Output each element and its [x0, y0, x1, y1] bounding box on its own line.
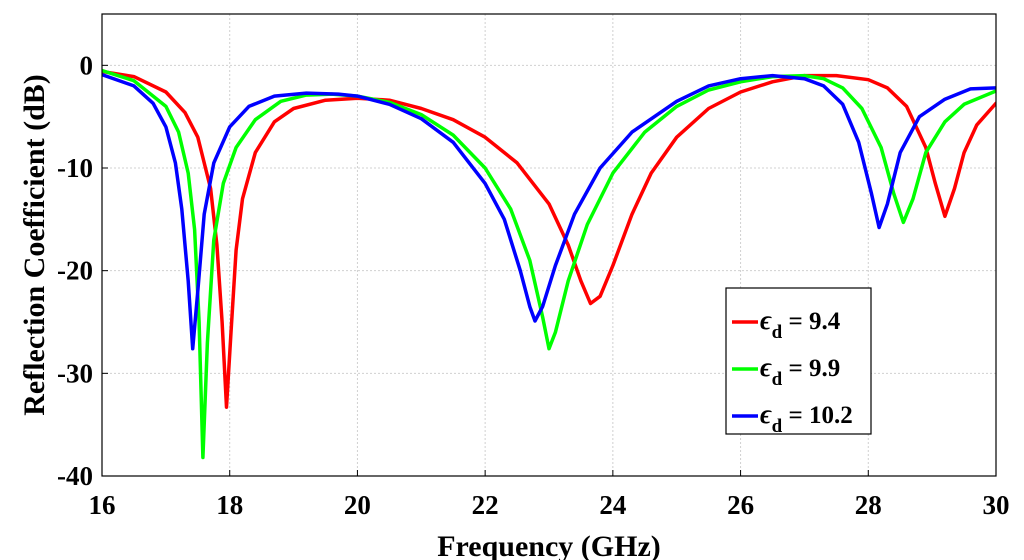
- legend-symbol: ϵ: [760, 305, 772, 335]
- legend: ϵd = 9.4ϵd = 9.9ϵd = 10.2: [725, 287, 872, 437]
- x-tick-label: 18: [216, 490, 243, 520]
- y-tick-label: -30: [57, 358, 93, 388]
- x-tick-label: 28: [855, 490, 882, 520]
- x-tick-label: 20: [344, 490, 371, 520]
- x-tick-label: 26: [727, 490, 754, 520]
- legend-value: = 9.4: [782, 308, 840, 335]
- y-axis-label: Reflection Coefficient (dB): [18, 74, 51, 416]
- plot-frame: [101, 13, 997, 477]
- x-tick-label: 22: [472, 490, 499, 520]
- x-tick-label: 16: [89, 490, 116, 520]
- x-tick-label: 30: [983, 490, 1010, 520]
- legend-entry-3: ϵd = 10.2: [760, 399, 853, 437]
- legend-box: [725, 287, 872, 435]
- legend-entry-1: ϵd = 9.4: [760, 305, 841, 343]
- legend-subscript: d: [772, 322, 783, 343]
- x-tick-label: 24: [599, 490, 626, 520]
- legend-symbol: ϵ: [760, 399, 772, 429]
- series-line-3: [102, 72, 996, 351]
- y-tick-label: 0: [80, 50, 94, 80]
- legend-value: = 9.9: [782, 355, 840, 382]
- legend-symbol: ϵ: [760, 352, 772, 382]
- series-line-1: [102, 69, 996, 409]
- legend-value: = 10.2: [782, 402, 853, 429]
- ticks: 16 18 20 22 24 26 28 30 0 -10 -20 -30 -40: [57, 50, 1010, 520]
- legend-entry-2: ϵd = 9.9: [760, 352, 840, 390]
- y-tick-label: -20: [57, 256, 93, 286]
- legend-subscript: d: [772, 416, 783, 437]
- legend-subscript: d: [772, 369, 783, 390]
- series-line-2: [102, 68, 996, 460]
- series-lines: [102, 68, 996, 460]
- x-axis-label: Frequency (GHz): [437, 530, 661, 560]
- y-tick-label: -10: [57, 153, 93, 183]
- y-tick-label: -40: [57, 461, 93, 491]
